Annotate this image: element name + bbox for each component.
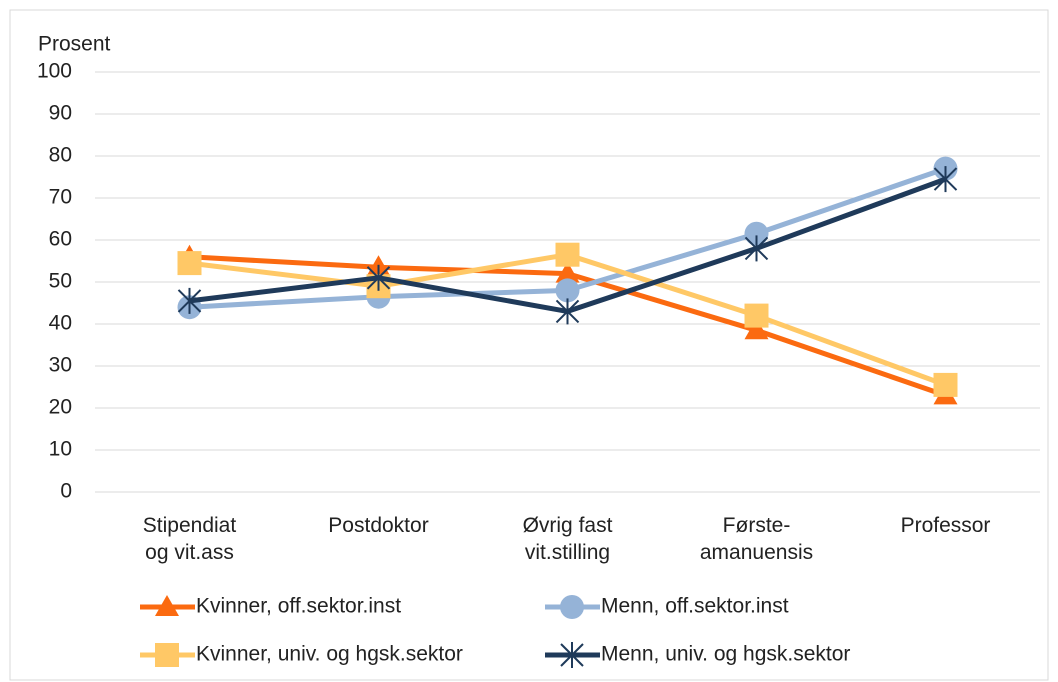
y-tick-label: 0 bbox=[60, 480, 72, 503]
y-tick-label: 30 bbox=[49, 354, 72, 377]
marker bbox=[744, 221, 769, 246]
y-tick-label: 20 bbox=[49, 396, 72, 419]
chart-border bbox=[9, 9, 1049, 681]
marker bbox=[177, 287, 202, 314]
marker bbox=[177, 251, 202, 276]
y-tick-label: 50 bbox=[49, 270, 72, 293]
x-tick-label: Professor bbox=[900, 514, 991, 537]
marker bbox=[744, 318, 769, 340]
marker bbox=[555, 278, 580, 303]
x-tick-label: Postdoktor bbox=[328, 514, 429, 537]
marker bbox=[366, 264, 391, 291]
y-tick-label: 10 bbox=[49, 438, 72, 461]
marker bbox=[555, 298, 580, 325]
y-tick-label: 100 bbox=[37, 60, 72, 83]
legend-label: Menn, univ. og hgsk.sektor bbox=[601, 643, 850, 666]
marker bbox=[555, 261, 580, 283]
x-tick-label: Stipendiat og vit.ass bbox=[142, 514, 237, 564]
legend-marker bbox=[155, 643, 179, 667]
x-tick-label: Første- amanuensis bbox=[699, 514, 814, 564]
y-tick-label: 70 bbox=[49, 186, 72, 209]
marker bbox=[555, 242, 580, 267]
marker bbox=[933, 166, 958, 193]
legend-marker bbox=[155, 595, 179, 616]
legend-label: Menn, off.sektor.inst bbox=[601, 595, 789, 618]
y-tick-label: 90 bbox=[49, 102, 72, 125]
y-tick-label: 60 bbox=[49, 228, 72, 251]
marker bbox=[933, 372, 958, 397]
x-tick-label: Øvrig fast vit.stilling bbox=[522, 514, 613, 564]
legend-marker bbox=[560, 595, 584, 619]
y-tick-label: 40 bbox=[49, 312, 72, 335]
marker bbox=[744, 235, 769, 262]
marker bbox=[744, 303, 769, 328]
y-axis-label: Prosent bbox=[38, 33, 111, 56]
y-tick-label: 80 bbox=[49, 144, 72, 167]
legend-marker bbox=[560, 642, 584, 668]
legend-label: Kvinner, univ. og hgsk.sektor bbox=[196, 643, 463, 666]
legend-label: Kvinner, off.sektor.inst bbox=[196, 595, 401, 618]
